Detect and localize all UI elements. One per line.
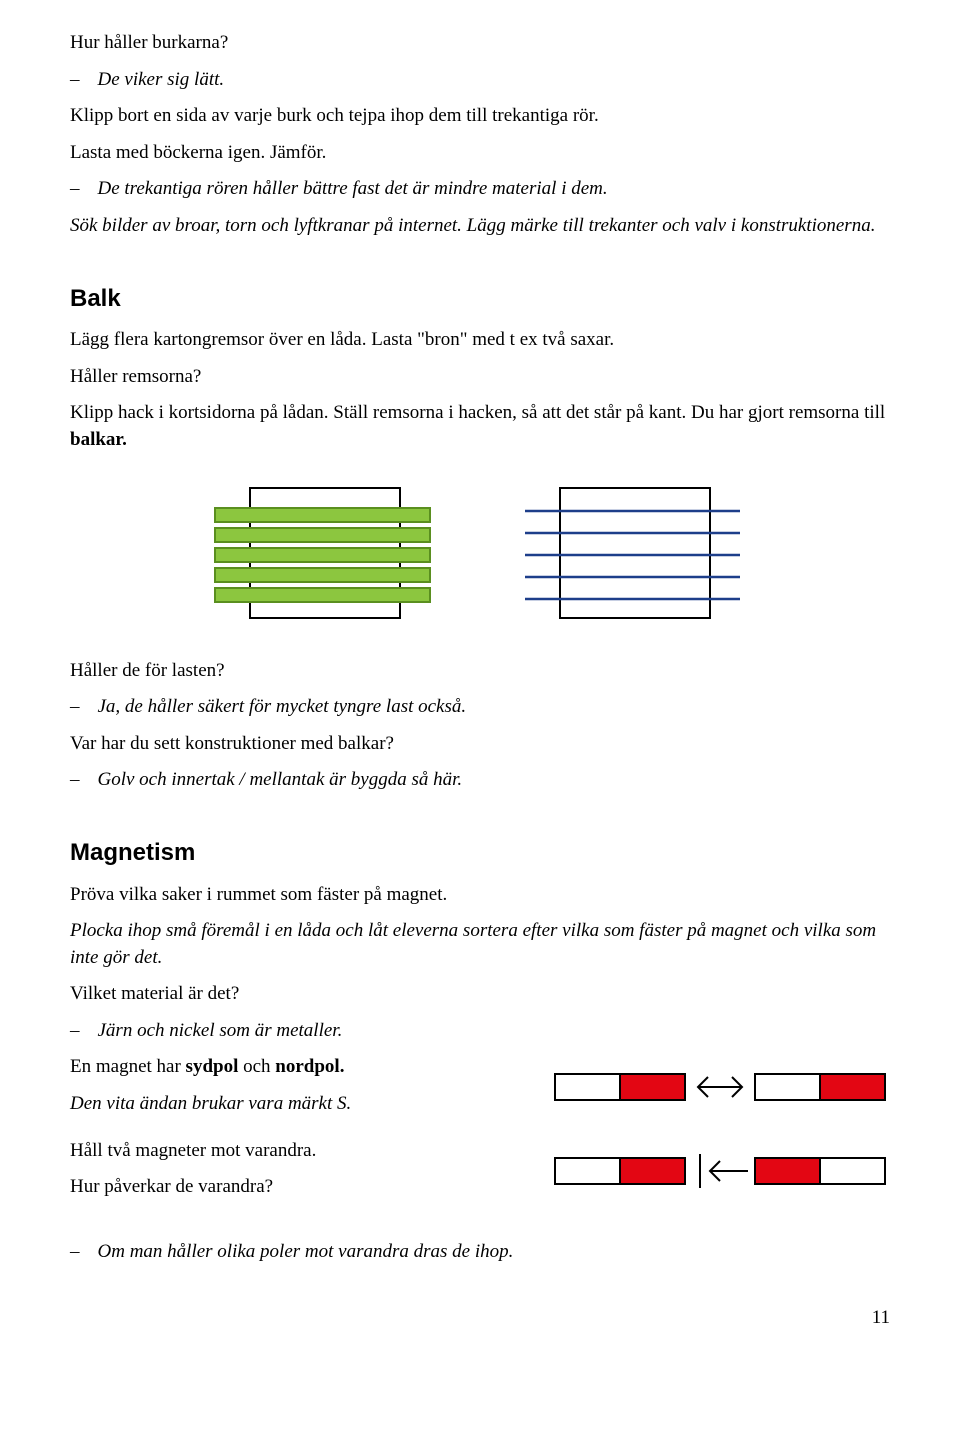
dash-icon: – [70,1018,80,1045]
list-item-trekantiga: – De trekantiga rören håller bättre fast… [70,176,890,203]
magnet-repel-svg [550,1146,890,1196]
dash-icon: – [70,176,80,203]
para-balk1: Lägg flera kartongremsor över en låda. L… [70,327,890,354]
list-text: Golv och innertak / mellantak är byggda … [98,767,891,794]
balk-right-svg [505,478,765,628]
para-prova: Pröva vilka saker i rummet som fäster på… [70,882,890,909]
para-lasta-igen: Lasta med böckerna igen. Jämför. [70,140,890,167]
para-haller-lasten: Håller de för lasten? [70,658,890,685]
magnet-row-1: En magnet har sydpol och nordpol. Den vi… [70,1054,890,1127]
para-balk3-bold: balkar. [70,429,127,450]
magnet-attract-svg [550,1062,890,1112]
para-sok-bilder: Sök bilder av broar, torn och lyftkranar… [70,213,890,240]
para-klipp-bort: Klipp bort en sida av varje burk och tej… [70,103,890,130]
para-sydpol: En magnet har sydpol och nordpol. [70,1054,530,1081]
list-text: De viker sig lätt. [98,67,891,94]
heading-balk: Balk [70,282,890,316]
para-var-sett: Var har du sett konstruktioner med balka… [70,731,890,758]
sydpol-c: och [238,1056,275,1077]
para-vita-andan: Den vita ändan brukar vara märkt S. [70,1091,530,1118]
para-balk3-text: Klipp hack i kortsidorna på lådan. Ställ… [70,402,885,423]
balk-diagram [70,478,890,628]
sydpol-d: nordpol. [275,1056,344,1077]
list-text: De trekantiga rören håller bättre fast d… [98,176,891,203]
list-text: Om man håller olika poler mot varandra d… [98,1239,891,1266]
dash-icon: – [70,694,80,721]
balk-left-svg [195,478,455,628]
sydpol-a: En magnet har [70,1056,186,1077]
heading-magnetism: Magnetism [70,836,890,870]
list-item-jarn: – Järn och nickel som är metaller. [70,1018,890,1045]
magnet-row-2: Håll två magneter mot varandra. Hur påve… [70,1138,890,1211]
list-text: Järn och nickel som är metaller. [98,1018,891,1045]
list-item-haller-sakert: – Ja, de håller säkert för mycket tyngre… [70,694,890,721]
list-item-olika-poler: – Om man håller olika poler mot varandra… [70,1239,890,1266]
para-hur-haller: Hur håller burkarna? [70,30,890,57]
para-plocka: Plocka ihop små föremål i en låda och lå… [70,918,890,971]
list-item-viker: – De viker sig lätt. [70,67,890,94]
para-balk2: Håller remsorna? [70,364,890,391]
para-vilket-material: Vilket material är det? [70,981,890,1008]
para-balk3: Klipp hack i kortsidorna på lådan. Ställ… [70,400,890,453]
para-hur-paverkar: Hur påverkar de varandra? [70,1174,530,1201]
para-hall-tva: Håll två magneter mot varandra. [70,1138,530,1165]
dash-icon: – [70,767,80,794]
dash-icon: – [70,67,80,94]
list-item-golv: – Golv och innertak / mellantak är byggd… [70,767,890,794]
sydpol-b: sydpol [186,1056,239,1077]
dash-icon: – [70,1239,80,1266]
list-text: Ja, de håller säkert för mycket tyngre l… [98,694,891,721]
page-number: 11 [70,1305,890,1332]
